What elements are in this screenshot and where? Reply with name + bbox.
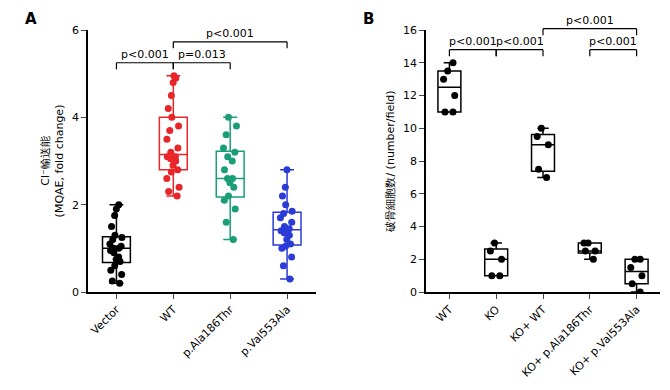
- svg-text:KO+ p.Val553Ala: KO+ p.Val553Ala: [567, 303, 642, 378]
- svg-text:8: 8: [410, 155, 417, 168]
- svg-text:6: 6: [72, 24, 79, 37]
- svg-text:6: 6: [410, 188, 417, 201]
- svg-text:KO+ p.Ala186Thr: KO+ p.Ala186Thr: [519, 303, 596, 380]
- svg-text:B: B: [363, 10, 374, 28]
- svg-text:p<0.001: p<0.001: [206, 27, 254, 40]
- svg-text:WT: WT: [158, 303, 180, 325]
- svg-text:p<0.001: p<0.001: [496, 35, 544, 48]
- svg-text:WT: WT: [434, 303, 456, 325]
- svg-text:p.Ala186Thr: p.Ala186Thr: [180, 303, 237, 360]
- svg-text:p<0.001: p<0.001: [566, 14, 614, 27]
- svg-text:Vector: Vector: [88, 303, 122, 337]
- svg-text:0: 0: [72, 286, 79, 299]
- svg-text:2: 2: [72, 199, 79, 212]
- svg-text:破骨細胞数/ (number/field): 破骨細胞数/ (number/field): [384, 90, 397, 232]
- svg-text:KO+ WT: KO+ WT: [508, 303, 550, 345]
- svg-text:Cl⁻輸送能(MQAE, fold change): Cl⁻輸送能(MQAE, fold change): [39, 105, 66, 218]
- svg-text:16: 16: [403, 24, 417, 37]
- svg-text:KO: KO: [482, 303, 502, 323]
- svg-text:0: 0: [410, 286, 417, 299]
- svg-text:p=0.013: p=0.013: [178, 48, 226, 61]
- svg-text:4: 4: [72, 111, 79, 124]
- svg-text:p<0.001: p<0.001: [449, 35, 497, 48]
- svg-text:2: 2: [410, 253, 417, 266]
- svg-text:A: A: [25, 10, 37, 28]
- svg-text:10: 10: [403, 122, 417, 135]
- svg-text:4: 4: [410, 220, 417, 233]
- svg-text:p<0.001: p<0.001: [589, 35, 637, 48]
- svg-text:p.Val553Ala: p.Val553Ala: [238, 303, 293, 358]
- svg-text:14: 14: [403, 57, 417, 70]
- svg-text:p<0.001: p<0.001: [121, 48, 169, 61]
- svg-text:12: 12: [403, 89, 417, 102]
